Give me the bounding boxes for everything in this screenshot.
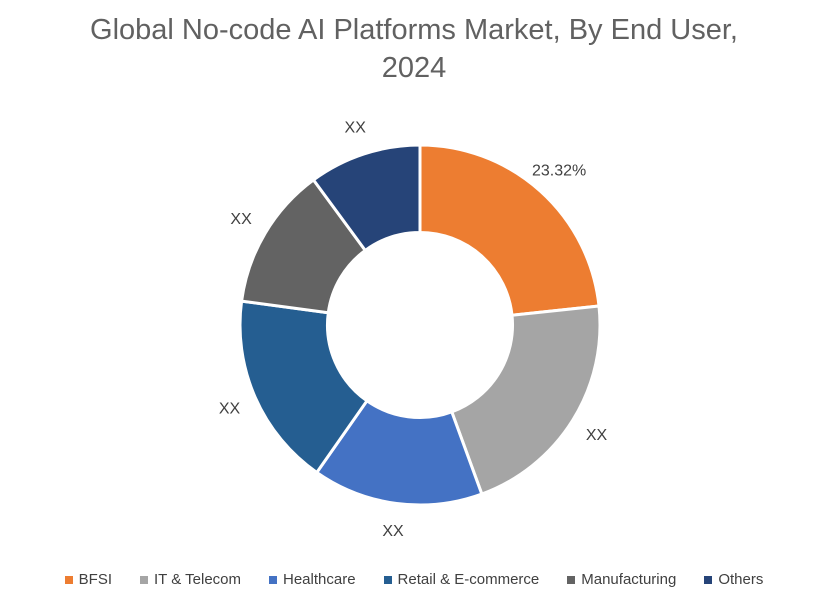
donut-slice-retail-e-commerce: [238, 299, 369, 474]
legend-label: BFSI: [78, 571, 113, 588]
slice-label-others: XX: [345, 119, 367, 136]
donut-slice-bfsi: [418, 143, 601, 317]
slice-label-bfsi: 23.32%: [532, 162, 586, 179]
legend-swatch-it-telecom: [140, 575, 149, 584]
slice-label-retail-e-commerce: XX: [219, 401, 241, 418]
donut-slice-others: [311, 143, 422, 252]
legend-label: Healthcare: [283, 571, 356, 588]
donut-slice-it-telecom: [450, 304, 602, 496]
donut-chart: 23.32% XX XX XX XX XX: [219, 119, 608, 540]
legend-item-retail-e-commerce: Retail & E-commerce: [383, 571, 540, 588]
legend-item-manufacturing: Manufacturing: [567, 571, 676, 588]
chart-title: Global No-code AI Platforms Market, By E…: [90, 14, 738, 84]
legend-item-bfsi: BFSI: [64, 571, 113, 588]
slice-label-manufacturing: XX: [230, 211, 252, 228]
legend-label: IT & Telecom: [154, 571, 241, 588]
legend-swatch-healthcare: [269, 575, 277, 584]
legend-label: Others: [718, 571, 764, 588]
legend-label: Retail & E-commerce: [397, 571, 540, 588]
slice-label-healthcare: XX: [382, 523, 404, 540]
legend-item-others: Others: [704, 571, 763, 588]
legend-swatch-retail-e-commerce: [383, 575, 392, 584]
legend-swatch-bfsi: [64, 575, 73, 584]
legend-item-it-telecom: IT & Telecom: [140, 571, 241, 588]
legend-label: Manufacturing: [581, 571, 677, 588]
legend-item-healthcare: Healthcare: [269, 571, 356, 588]
legend-swatch-manufacturing: [567, 575, 576, 584]
slice-label-it-telecom: XX: [586, 427, 608, 444]
chart-legend: BFSI IT & Telecom Healthcare Retail & E-…: [0, 571, 828, 588]
legend-swatch-others: [704, 575, 713, 584]
